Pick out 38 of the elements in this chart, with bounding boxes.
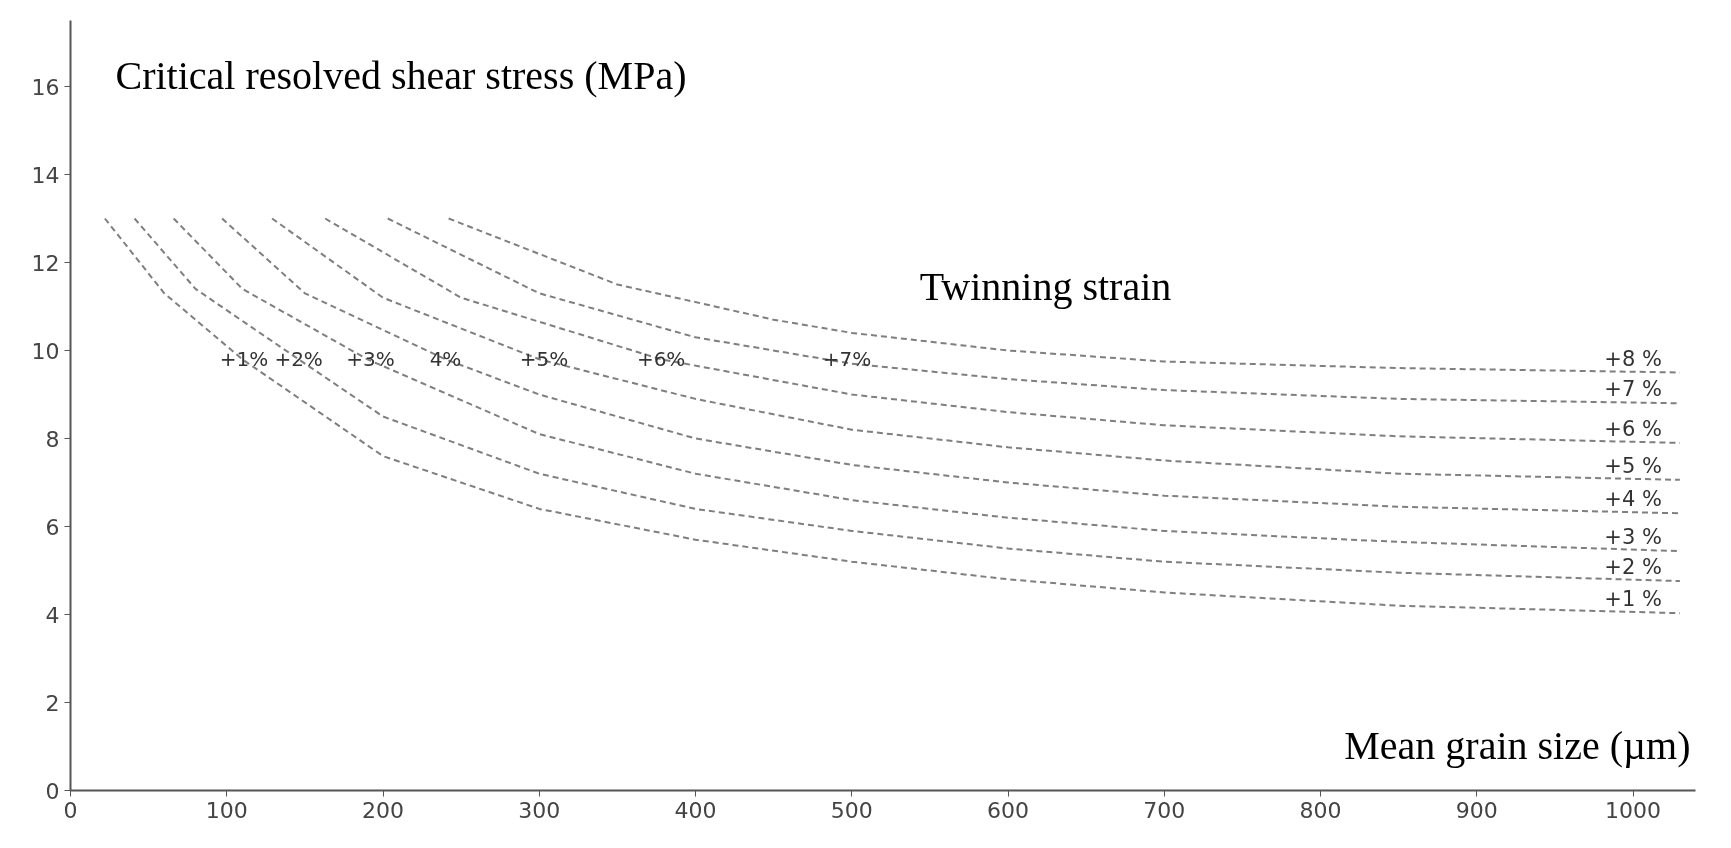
annotation: Twinning strain: [919, 263, 1172, 309]
annotation: +1%: [219, 347, 269, 372]
x-tick-label: 1000: [1605, 797, 1662, 823]
x-tick-label: 600: [987, 797, 1029, 823]
y-tick-label: 14: [31, 162, 60, 188]
x-tick-label: 200: [362, 797, 404, 823]
series-label: +6 %: [1604, 416, 1662, 441]
annotation: +2%: [274, 347, 323, 372]
series-label: +3 %: [1604, 525, 1662, 550]
x-tick-label: 300: [518, 797, 561, 823]
y-tick-label: 6: [45, 514, 60, 540]
x-tick-label: 900: [1455, 797, 1498, 823]
series-label: +1 %: [1604, 587, 1662, 612]
annotation: +7%: [822, 347, 872, 372]
x-axis-title: Mean grain size (µm): [1344, 723, 1691, 768]
annotation: +3%: [346, 347, 395, 372]
x-tick-label: 100: [205, 797, 248, 823]
series-label: +7 %: [1604, 377, 1662, 402]
y-tick-label: 2: [45, 690, 60, 716]
series-label: +4 %: [1604, 487, 1662, 512]
x-tick-label: 400: [674, 797, 717, 823]
line-series: [324, 217, 1681, 444]
y-tick-label: 10: [31, 338, 60, 364]
y-tick-label: 16: [31, 74, 60, 100]
y-tick-label: 0: [45, 778, 60, 804]
y-tick-label: 8: [45, 426, 60, 452]
x-tick-label: 700: [1143, 797, 1186, 823]
x-tick-label: 500: [830, 797, 873, 823]
y-axis-title: Critical resolved shear stress (MPa): [115, 53, 687, 98]
annotation: 4%: [429, 347, 462, 372]
series-label: +5 %: [1604, 453, 1662, 478]
x-tick-label: 800: [1299, 797, 1342, 823]
annotation: +6%: [636, 347, 686, 372]
series-label: +8 %: [1604, 346, 1662, 371]
x-tick-label: 0: [63, 797, 78, 823]
y-tick-label: 4: [45, 602, 60, 628]
y-tick-label: 12: [31, 250, 60, 276]
series-label: +2 %: [1604, 555, 1662, 580]
